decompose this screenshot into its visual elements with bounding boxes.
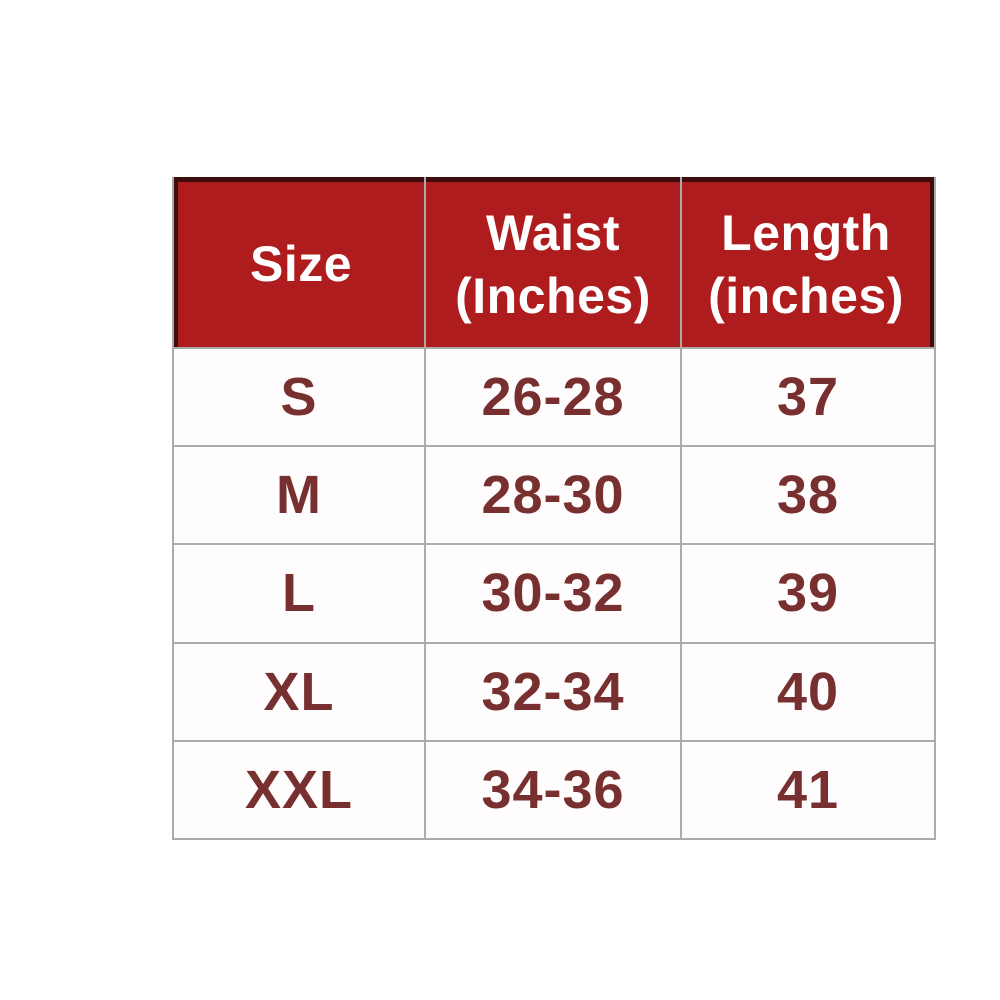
cell-waist: 32-34 — [426, 643, 680, 740]
header-size-title: Size — [249, 236, 353, 292]
header-cell-size: Size — [174, 177, 424, 347]
cell-waist: 34-36 — [426, 741, 680, 838]
cell-length: 41 — [682, 741, 934, 838]
header-cell-waist: Waist (Inches) — [426, 177, 680, 347]
cell-size: L — [174, 545, 424, 642]
cell-waist: 28-30 — [426, 447, 680, 544]
cell-size: XL — [174, 643, 424, 740]
header-cell-length: Length (inches) — [682, 177, 934, 347]
cell-length: 38 — [682, 447, 934, 544]
cell-size: M — [174, 447, 424, 544]
cell-waist: 26-28 — [426, 349, 680, 446]
cell-size: S — [174, 349, 424, 446]
header-length-title: Length — [721, 204, 891, 261]
cell-length: 40 — [682, 643, 934, 740]
cell-waist: 30-32 — [426, 545, 680, 642]
header-length-subtitle: (inches) — [708, 267, 904, 324]
header-waist-title: Waist — [486, 204, 620, 261]
cell-size: XXL — [174, 741, 424, 838]
cell-length: 37 — [682, 349, 934, 446]
size-chart-table: Size Waist (Inches) Length (inches) S 26… — [172, 177, 936, 840]
header-waist-subtitle: (Inches) — [455, 267, 651, 324]
cell-length: 39 — [682, 545, 934, 642]
